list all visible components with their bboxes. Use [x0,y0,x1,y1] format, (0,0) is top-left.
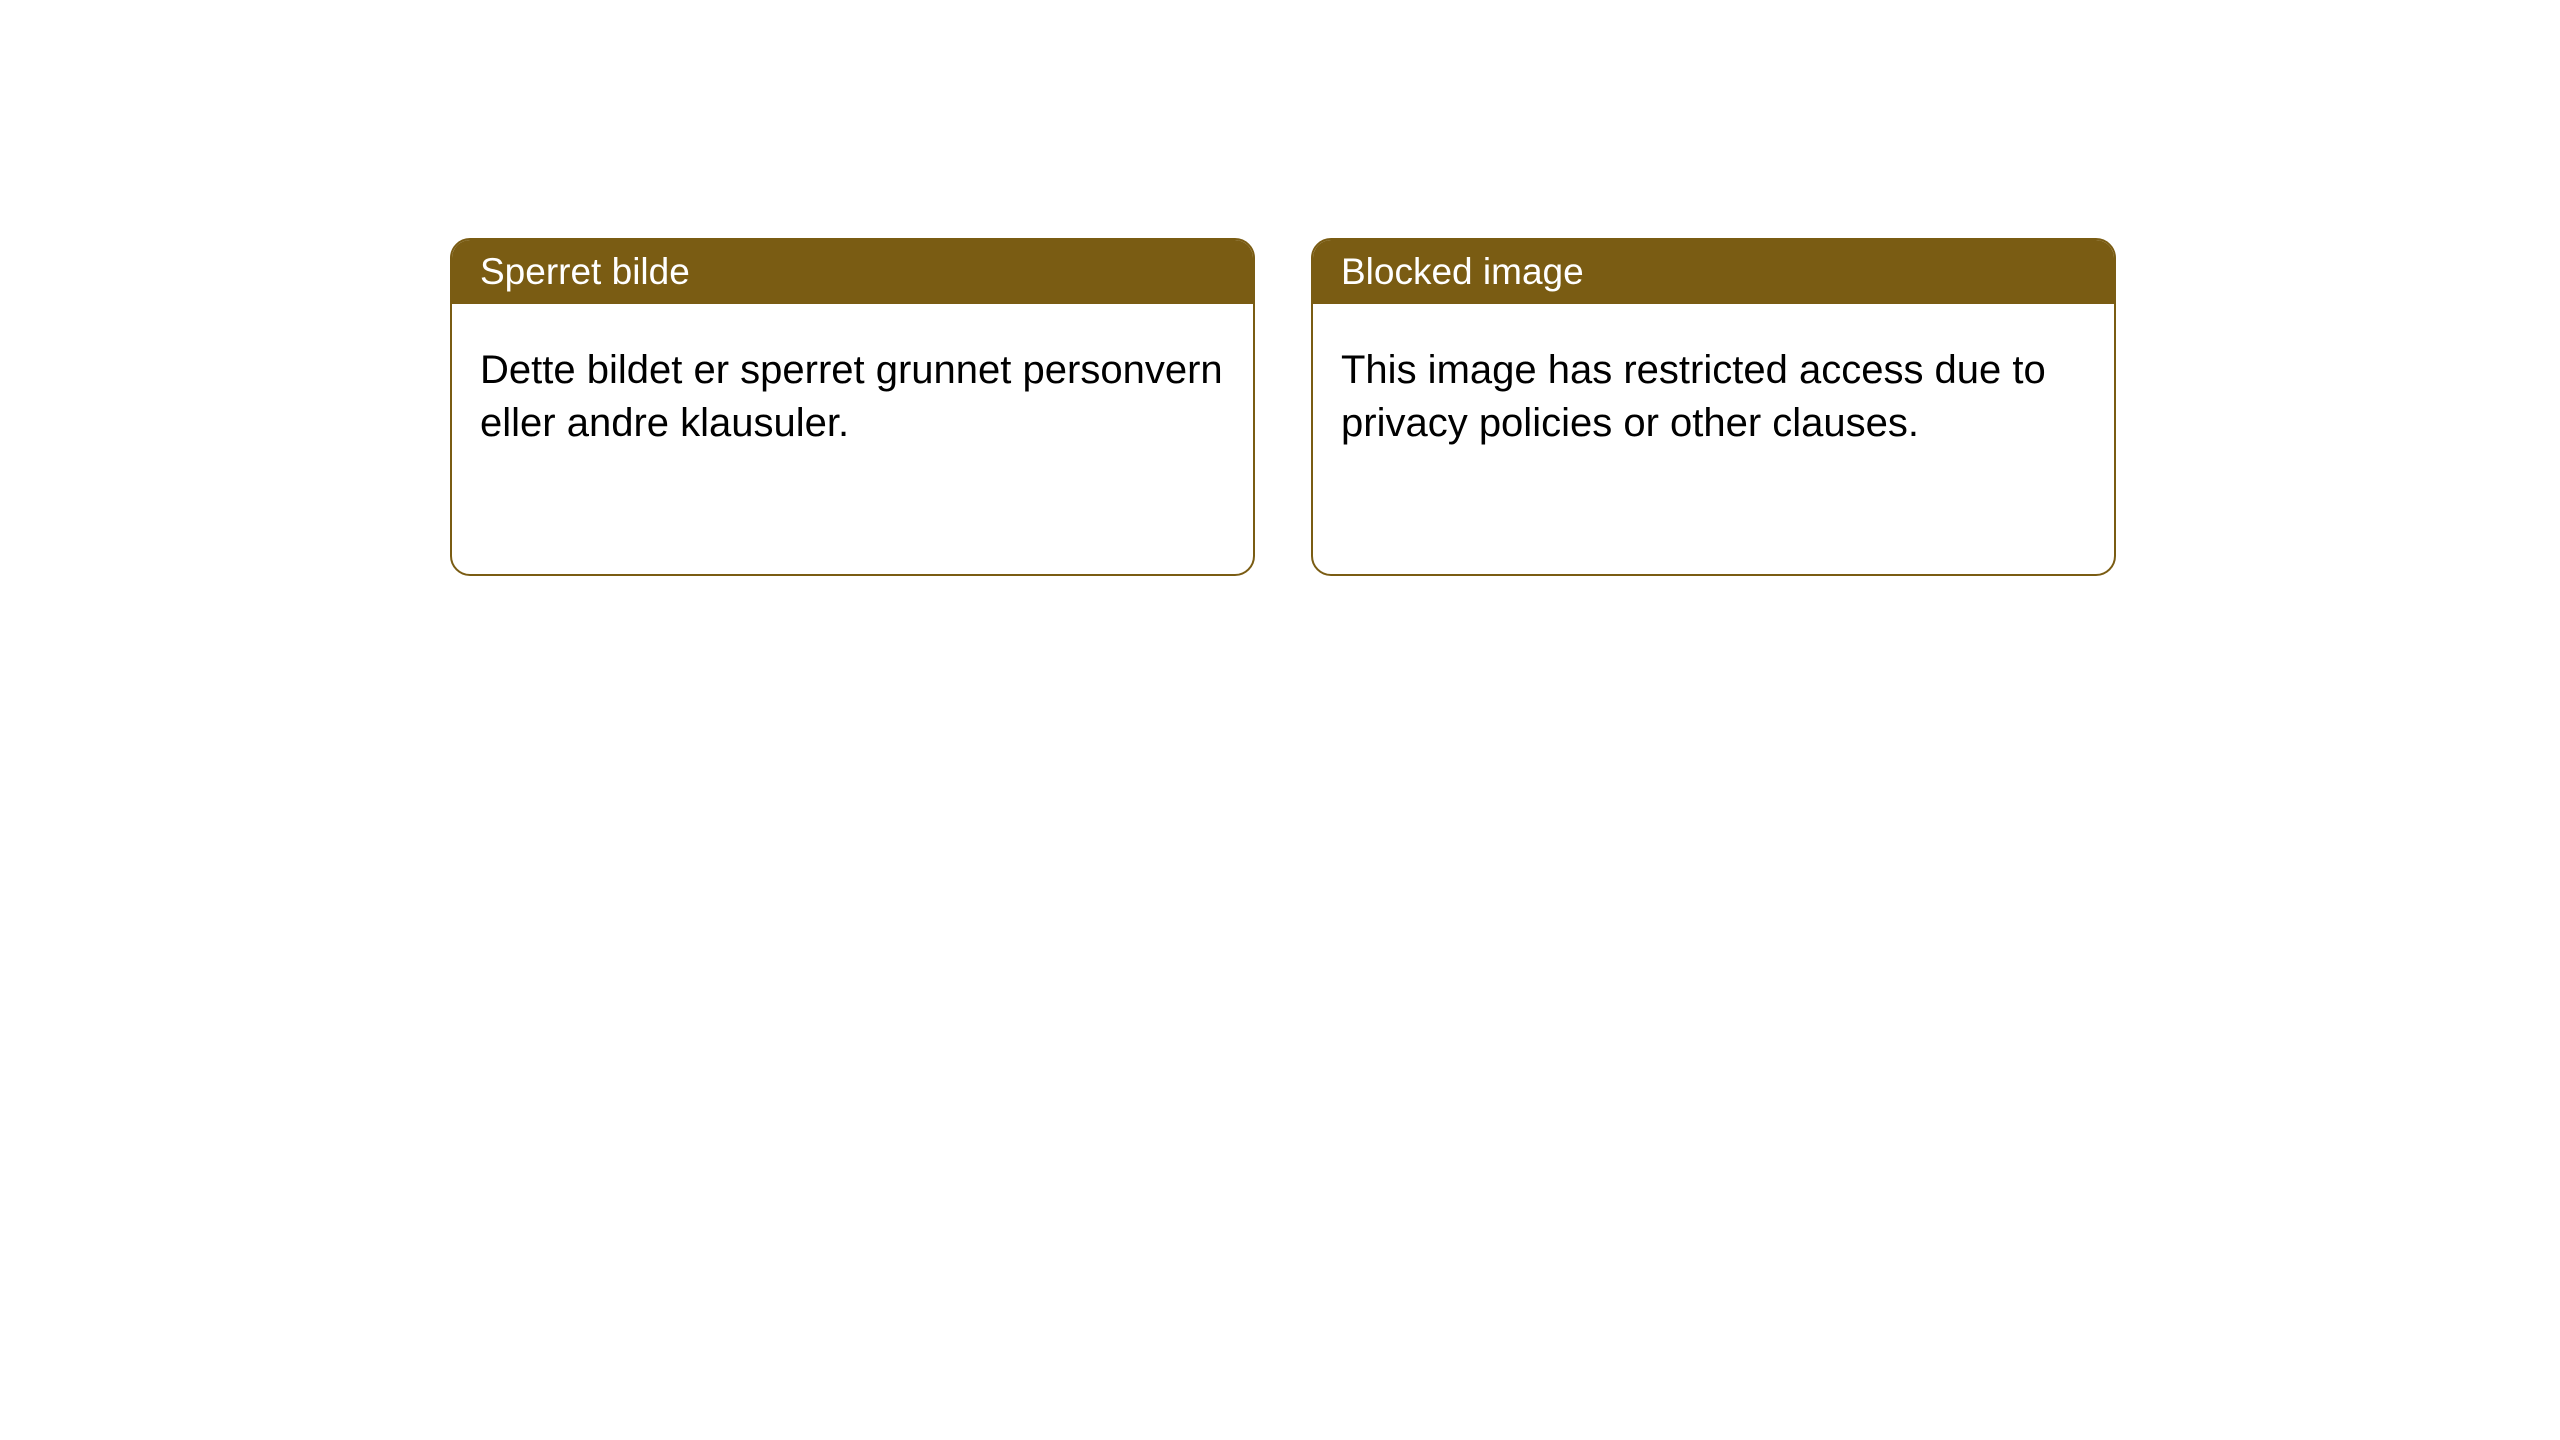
notice-card-english: Blocked image This image has restricted … [1311,238,2116,576]
card-header: Sperret bilde [452,240,1253,304]
card-body: This image has restricted access due to … [1313,304,2114,478]
card-title: Blocked image [1341,251,1584,292]
card-body-text: Dette bildet er sperret grunnet personve… [480,348,1223,445]
card-title: Sperret bilde [480,251,690,292]
card-body: Dette bildet er sperret grunnet personve… [452,304,1253,478]
card-header: Blocked image [1313,240,2114,304]
notice-container: Sperret bilde Dette bildet er sperret gr… [450,238,2116,576]
notice-card-norwegian: Sperret bilde Dette bildet er sperret gr… [450,238,1255,576]
card-body-text: This image has restricted access due to … [1341,348,2046,445]
